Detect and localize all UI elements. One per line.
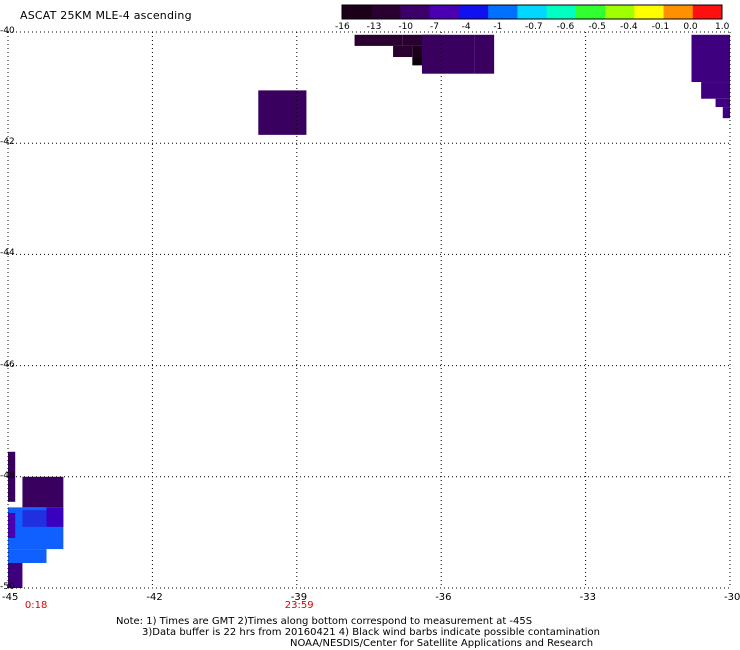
colorbar-segment bbox=[517, 5, 548, 19]
colorbar-tick-label: -0.1 bbox=[651, 22, 670, 32]
colorbar-tick-label: -13 bbox=[366, 22, 382, 32]
latitude-label: -48 bbox=[0, 470, 15, 481]
data-cell bbox=[8, 562, 23, 588]
colorbar-tick-label: -10 bbox=[398, 22, 414, 32]
data-cell bbox=[691, 34, 730, 83]
longitude-label: -39 bbox=[290, 592, 308, 603]
data-cell bbox=[701, 82, 730, 99]
latitude-label: -46 bbox=[0, 359, 15, 370]
colorbar-segment bbox=[546, 5, 577, 19]
longitude-label: -30 bbox=[724, 592, 740, 603]
latitude-label: -50 bbox=[0, 582, 15, 592]
longitude-label: -33 bbox=[579, 592, 596, 603]
colorbar-tick-label: -1 bbox=[493, 22, 503, 32]
colorbar-tick-label: -4 bbox=[461, 22, 471, 32]
colorbar-segment bbox=[429, 5, 460, 19]
gridlines bbox=[7, 31, 731, 589]
colorbar-segment bbox=[663, 5, 694, 19]
colorbar-segment bbox=[634, 5, 665, 19]
time-label: 23:59 bbox=[284, 600, 314, 611]
note-line-1: Note: 1) Times are GMT 2)Times along bot… bbox=[116, 616, 533, 627]
colorbar-segment bbox=[692, 5, 723, 19]
data-cell bbox=[421, 34, 475, 74]
colorbar-segment bbox=[605, 5, 635, 19]
time-label: 0:18 bbox=[24, 600, 48, 611]
colorbar-segment bbox=[400, 5, 431, 19]
colorbar-tick-label: -0.5 bbox=[588, 22, 606, 32]
data-cell bbox=[46, 507, 64, 527]
data-cell bbox=[474, 34, 495, 74]
map-title: ASCAT 25KM MLE-4 ascending bbox=[20, 9, 192, 22]
colorbar-segment bbox=[342, 5, 372, 19]
note-line-3: NOAA/NESDIS/Center for Satellite Applica… bbox=[290, 638, 594, 649]
data-cell bbox=[22, 476, 64, 508]
longitude-label: -42 bbox=[146, 592, 163, 603]
data-cell bbox=[715, 98, 730, 108]
colorbar-segment bbox=[371, 5, 401, 19]
data-cell bbox=[354, 34, 403, 46]
colorbar-tick-label: -0.6 bbox=[556, 22, 575, 32]
note-line-2: 3)Data buffer is 22 hrs from 20160421 4)… bbox=[142, 627, 600, 638]
data-cell bbox=[8, 512, 16, 538]
longitude-label: -45 bbox=[2, 592, 19, 603]
colorbar bbox=[341, 4, 723, 20]
colorbar-segment bbox=[458, 5, 489, 19]
data-cell bbox=[22, 510, 47, 527]
colorbar-tick-label: -0.4 bbox=[620, 22, 638, 32]
latitude-label: -42 bbox=[0, 137, 15, 148]
colorbar-tick-label: 0.0 bbox=[683, 22, 698, 32]
data-cell bbox=[8, 549, 47, 563]
data-cell bbox=[258, 90, 307, 135]
data-cell bbox=[722, 107, 730, 119]
longitude-label: -36 bbox=[435, 592, 452, 603]
colorbar-frame bbox=[341, 4, 723, 20]
colorbar-tick-label: 1.0 bbox=[715, 22, 730, 32]
colorbar-tick-label: -0.7 bbox=[525, 22, 543, 32]
colorbar-segment bbox=[575, 5, 606, 19]
data-cell bbox=[8, 451, 16, 502]
colorbar-tick-label: -16 bbox=[335, 22, 350, 32]
latitude-label: -44 bbox=[0, 248, 15, 259]
latitude-label: -40 bbox=[0, 26, 15, 36]
colorbar-tick-label: -7 bbox=[430, 22, 439, 32]
data-cells bbox=[8, 34, 730, 588]
colorbar-segment bbox=[488, 5, 518, 19]
data-cell bbox=[393, 45, 413, 58]
